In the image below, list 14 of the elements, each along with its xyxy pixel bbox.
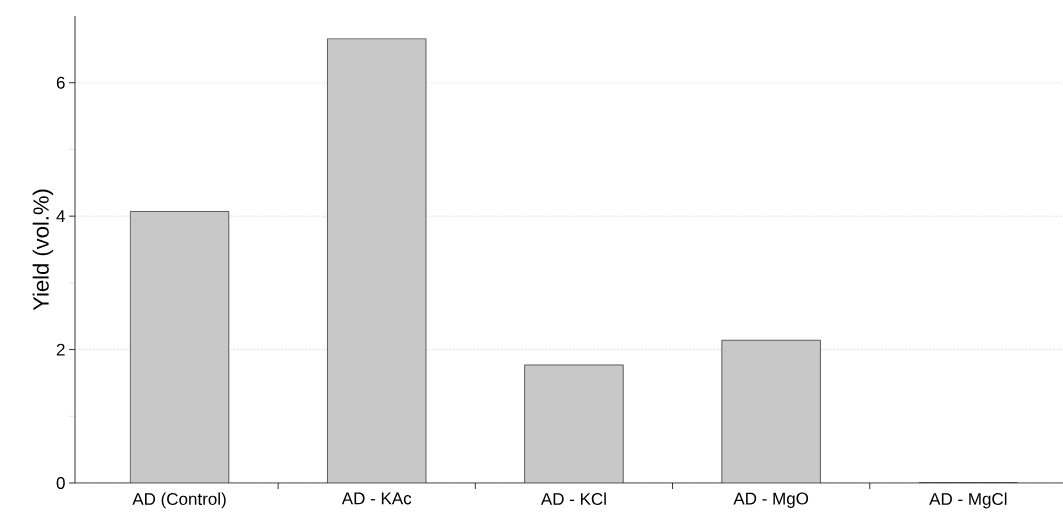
x-tick-label: AD - KAc (341, 492, 412, 505)
bar (524, 364, 624, 483)
bar (129, 211, 230, 483)
y-tick-label: 0 (56, 476, 65, 490)
x-tick-label: AD - MgO (733, 492, 809, 508)
y-tick-label: 2 (56, 343, 65, 356)
y-tick-label: 4 (56, 210, 65, 222)
x-tick-label: AD - MgCl (929, 492, 1007, 509)
y-tick-label: 6 (56, 76, 65, 89)
x-tick-label: AD (Control) (132, 492, 226, 509)
x-tick-label: AD - KCl (540, 492, 606, 506)
bar (721, 339, 821, 483)
bar (327, 38, 427, 483)
y-axis-title: Yield (vol.%) (32, 189, 54, 311)
